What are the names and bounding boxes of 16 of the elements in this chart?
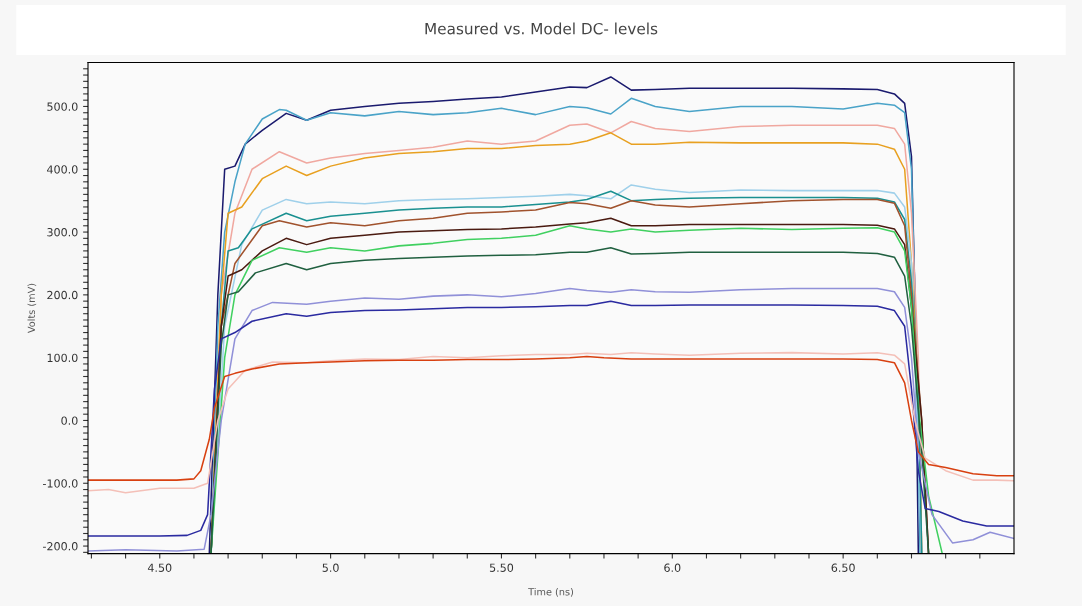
y-tick-label: 100.0: [47, 353, 78, 363]
x-tick-label: 5.0: [322, 563, 339, 572]
x-axis-title: Time (ns): [528, 587, 574, 597]
y-axis-title: Volts (mV): [27, 283, 37, 334]
y-tick-label: -200.0: [43, 542, 78, 551]
x-tick-label: 5.50: [489, 563, 514, 572]
y-tick-label: 0.0: [61, 416, 78, 425]
y-tick-label: 200.0: [47, 290, 78, 300]
y-tick-label: 300.0: [47, 228, 78, 237]
x-tick-label: 6.50: [831, 563, 855, 572]
x-tick-label: 6.0: [664, 563, 681, 572]
chart-title: Measured vs. Model DC- levels: [425, 22, 658, 35]
y-tick-label: 500.0: [47, 102, 78, 111]
y-tick-label: -100.0: [43, 479, 78, 488]
x-tick-label: 4.50: [147, 563, 172, 572]
y-tick-label: 400.0: [47, 165, 78, 174]
